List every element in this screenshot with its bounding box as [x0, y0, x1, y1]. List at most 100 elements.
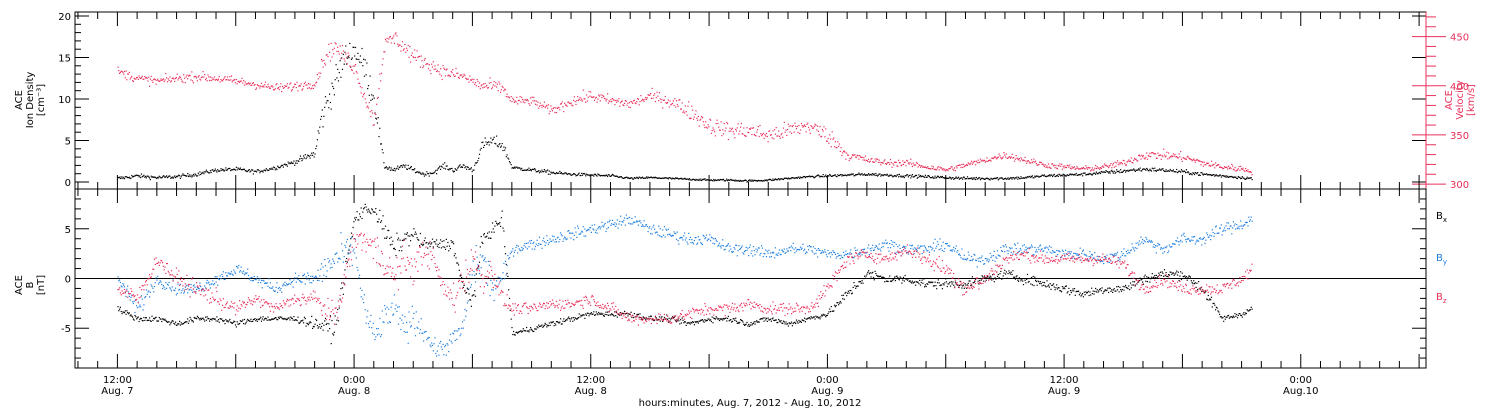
data-point: [1024, 278, 1025, 279]
data-point: [642, 224, 643, 225]
data-point: [1169, 171, 1170, 172]
data-point: [1028, 160, 1029, 161]
data-point: [507, 265, 508, 266]
data-point: [1116, 162, 1117, 163]
data-point: [798, 177, 799, 178]
data-point: [1104, 290, 1105, 291]
data-point: [444, 247, 445, 248]
data-point: [360, 216, 361, 217]
data-point: [969, 164, 970, 165]
data-point: [296, 87, 297, 88]
data-point: [136, 305, 137, 306]
data-point: [541, 325, 542, 326]
data-point: [721, 318, 722, 319]
data-point: [462, 167, 463, 168]
data-point: [249, 169, 250, 170]
data-point: [122, 71, 123, 72]
data-point: [504, 150, 505, 151]
data-point: [583, 226, 584, 227]
data-point: [202, 76, 203, 77]
data-point: [312, 328, 313, 329]
data-point: [394, 43, 395, 44]
data-point: [1141, 155, 1142, 156]
data-point: [564, 103, 565, 104]
data-point: [1011, 177, 1012, 178]
data-point: [1083, 296, 1084, 297]
data-point: [849, 292, 850, 293]
data-point: [361, 207, 362, 208]
data-point: [617, 317, 618, 318]
data-point: [330, 267, 331, 268]
data-point: [1239, 170, 1240, 171]
data-point: [146, 317, 147, 318]
data-point: [342, 250, 343, 251]
data-point: [1074, 166, 1075, 167]
data-point: [473, 79, 474, 80]
data-point: [336, 51, 337, 52]
data-point: [220, 278, 221, 279]
data-point: [353, 73, 354, 74]
data-point: [1150, 278, 1151, 279]
data-point: [1192, 174, 1193, 175]
data-point: [291, 162, 292, 163]
data-point: [1029, 176, 1030, 177]
data-point: [435, 170, 436, 171]
data-point: [499, 222, 500, 223]
data-point: [841, 155, 842, 156]
data-point: [395, 305, 396, 306]
data-point: [280, 83, 281, 84]
data-point: [442, 79, 443, 80]
data-point: [507, 276, 508, 277]
data-point: [1101, 168, 1102, 169]
data-point: [1192, 282, 1193, 283]
data-point: [149, 317, 150, 318]
data-point: [329, 260, 330, 261]
data-point: [783, 179, 784, 180]
data-point: [198, 173, 199, 174]
data-point: [479, 82, 480, 83]
data-point: [943, 284, 944, 285]
data-point: [344, 256, 345, 257]
data-point: [653, 225, 654, 226]
series-velocity: [117, 32, 1252, 175]
data-point: [966, 178, 967, 179]
data-point: [1245, 168, 1246, 169]
data-point: [529, 329, 530, 330]
data-point: [219, 76, 220, 77]
data-point: [1021, 279, 1022, 280]
data-point: [152, 288, 153, 289]
data-point: [785, 321, 786, 322]
data-point: [1017, 179, 1018, 180]
data-point: [241, 80, 242, 81]
data-point: [211, 172, 212, 173]
data-point: [782, 323, 783, 324]
data-point: [160, 280, 161, 281]
data-point: [126, 70, 127, 71]
data-point: [1153, 168, 1154, 169]
data-point: [533, 242, 534, 243]
data-point: [363, 302, 364, 303]
data-point: [1124, 163, 1125, 164]
data-point: [1075, 174, 1076, 175]
data-point: [1029, 161, 1030, 162]
data-point: [494, 85, 495, 86]
data-point: [543, 238, 544, 239]
data-point: [674, 105, 675, 106]
data-point: [468, 82, 469, 83]
data-point: [264, 84, 265, 85]
data-point: [207, 316, 208, 317]
data-point: [555, 239, 556, 240]
data-point: [195, 174, 196, 175]
data-point: [267, 87, 268, 88]
data-point: [734, 137, 735, 138]
data-point: [481, 236, 482, 237]
data-point: [142, 299, 143, 300]
data-point: [347, 63, 348, 64]
data-point: [143, 79, 144, 80]
data-point: [1123, 290, 1124, 291]
data-point: [392, 37, 393, 38]
data-point: [628, 223, 629, 224]
data-point: [528, 168, 529, 169]
data-point: [192, 320, 193, 321]
data-point: [1063, 288, 1064, 289]
